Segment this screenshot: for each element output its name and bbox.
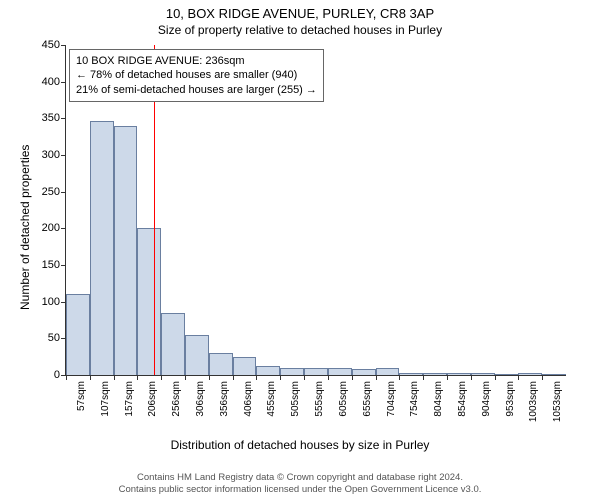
x-tick-label: 854sqm [451,381,468,417]
x-tick-label: 356sqm [213,381,230,417]
x-tick-mark [90,375,91,380]
x-tick-mark [471,375,472,380]
chart-title: 10, BOX RIDGE AVENUE, PURLEY, CR8 3AP [0,6,600,21]
x-tick-label: 804sqm [427,381,444,417]
y-tick-mark [61,265,66,266]
x-tick-mark [114,375,115,380]
histogram-bar [256,366,280,375]
annotation-line-3: 21% of semi-detached houses are larger (… [76,83,317,97]
x-tick-mark [233,375,234,380]
x-tick-mark [280,375,281,380]
x-tick-mark [256,375,257,380]
histogram-bar [495,374,519,375]
x-tick-mark [161,375,162,380]
y-tick-mark [61,228,66,229]
chart-container: 10, BOX RIDGE AVENUE, PURLEY, CR8 3AP Si… [0,0,600,500]
x-tick-label: 704sqm [380,381,397,417]
annotation-box: 10 BOX RIDGE AVENUE: 236sqm ← 78% of det… [69,49,324,102]
x-tick-label: 1053sqm [546,381,563,422]
x-tick-label: 206sqm [141,381,158,417]
annotation-line-2: ← 78% of detached houses are smaller (94… [76,68,317,82]
x-tick-mark [423,375,424,380]
x-tick-mark [495,375,496,380]
y-tick-mark [61,192,66,193]
x-tick-label: 605sqm [332,381,349,417]
y-tick-mark [61,45,66,46]
histogram-bar [423,373,447,375]
x-tick-label: 455sqm [260,381,277,417]
histogram-bar [161,313,185,375]
chart-subtitle: Size of property relative to detached ho… [0,23,600,37]
histogram-bar [90,121,114,375]
x-axis-label: Distribution of detached houses by size … [0,438,600,452]
footer-line-2: Contains public sector information licen… [0,484,600,496]
histogram-bar [447,373,471,375]
x-tick-label: 655sqm [356,381,373,417]
x-tick-mark [376,375,377,380]
x-tick-label: 555sqm [308,381,325,417]
histogram-bar [209,353,233,375]
x-tick-label: 953sqm [499,381,516,417]
x-tick-label: 904sqm [475,381,492,417]
y-axis-label: Number of detached properties [18,145,32,310]
histogram-bar [471,373,495,375]
x-tick-label: 57sqm [70,381,87,411]
histogram-bar [304,368,328,375]
histogram-bar [66,294,90,375]
x-tick-label: 107sqm [94,381,111,417]
x-tick-label: 1003sqm [522,381,539,422]
x-tick-mark [352,375,353,380]
histogram-bar [376,368,400,375]
x-tick-mark [185,375,186,380]
x-tick-mark [399,375,400,380]
x-tick-mark [66,375,67,380]
x-tick-mark [137,375,138,380]
histogram-bar [328,368,352,375]
histogram-bar [518,373,542,375]
histogram-bar [114,126,138,375]
histogram-bar [185,335,209,375]
y-tick-mark [61,118,66,119]
y-tick-mark [61,82,66,83]
x-tick-label: 406sqm [237,381,254,417]
x-tick-label: 306sqm [189,381,206,417]
x-tick-mark [304,375,305,380]
annotation-line-1: 10 BOX RIDGE AVENUE: 236sqm [76,54,317,68]
footer-text: Contains HM Land Registry data © Crown c… [0,472,600,496]
x-tick-mark [518,375,519,380]
x-tick-mark [209,375,210,380]
histogram-bar [137,228,161,375]
x-tick-label: 505sqm [284,381,301,417]
x-tick-mark [542,375,543,380]
x-tick-label: 157sqm [118,381,135,417]
footer-line-1: Contains HM Land Registry data © Crown c… [0,472,600,484]
x-tick-label: 754sqm [403,381,420,417]
histogram-bar [399,373,423,375]
histogram-bar [280,368,304,375]
x-tick-label: 256sqm [165,381,182,417]
histogram-bar [352,369,376,375]
histogram-bar [233,357,257,375]
x-tick-mark [447,375,448,380]
histogram-bar [542,374,566,375]
x-tick-mark [328,375,329,380]
y-tick-mark [61,155,66,156]
